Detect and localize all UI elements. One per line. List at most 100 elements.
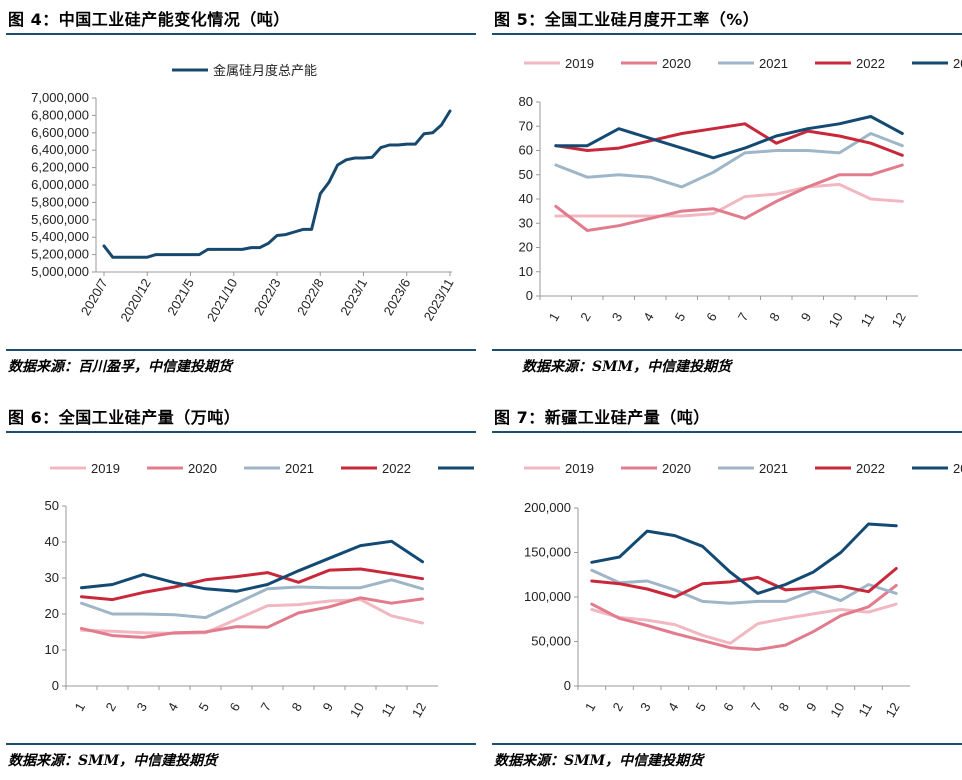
x-tick-label: 7 (735, 310, 752, 324)
series-line-2019 (590, 602, 898, 645)
figure-title: 图 4：中国工业硅产能变化情况（吨） (8, 10, 290, 29)
x-tick-label: 9 (798, 310, 815, 324)
x-tick-label: 10 (347, 700, 367, 720)
figure-title: 图 5：全国工业硅月度开工率（%） (494, 10, 760, 29)
x-tick-label: 11 (855, 700, 875, 719)
y-tick-label: 20 (45, 606, 59, 621)
x-tick-label: 9 (803, 700, 820, 714)
capacity-chart: 5,000,000 5,200,000 5,400,000 5,600,000 5,80… (31, 63, 457, 324)
y-tick-label: 50 (45, 498, 59, 513)
y-tick-label: 5,000,000 (31, 264, 89, 279)
x-tick-label: 2021/5 (164, 276, 197, 318)
legend-label: 2022 (382, 461, 411, 476)
series-line-2020 (554, 163, 904, 232)
y-tick-label: 6,000,000 (31, 177, 89, 192)
source-note: 数据来源：百川盈孚，中信建投期货 (8, 359, 232, 375)
series-line-2021 (590, 568, 898, 605)
title-rule (6, 431, 476, 433)
y-tick-label: 10 (519, 264, 533, 279)
y-tick-label: 5,800,000 (31, 194, 89, 209)
y-tick-label: 20 (519, 240, 533, 255)
x-tick-label: 2 (102, 700, 119, 714)
x-tick-label: 4 (665, 700, 682, 714)
x-tick-label: 1 (71, 700, 88, 714)
x-tick-label: 10 (827, 700, 847, 720)
series-line-2021 (554, 132, 904, 189)
x-tick-label: 6 (703, 310, 720, 324)
series-line-2020 (590, 583, 898, 651)
y-tick-label: 70 (519, 118, 533, 133)
x-tick-label: 12 (889, 310, 909, 330)
y-tick-label: 200,000 (524, 500, 571, 515)
y-tick-label: 6,800,000 (31, 107, 89, 122)
x-tick-label: 2022/3 (251, 276, 284, 318)
series-line-2022 (554, 122, 904, 157)
x-tick-label: 5 (195, 700, 212, 714)
xinjiang-output-chart: 0 50,000 100,000 150,000 200,000 1 2 3 4 5 6 7 8 9 10 1… (524, 461, 962, 720)
x-tick-label: 3 (637, 700, 654, 714)
series-line-2021 (80, 578, 424, 620)
y-tick-label: 50,000 (531, 634, 571, 649)
legend-label: 2020 (188, 461, 217, 476)
x-tick-label: 8 (775, 700, 792, 714)
y-tick-label: 7,000,000 (31, 90, 89, 105)
y-tick-label: 0 (564, 678, 571, 693)
legend-label: 2023 (953, 461, 962, 476)
series-line-2022 (80, 567, 424, 602)
x-tick-label: 3 (609, 310, 626, 324)
legend-label: 2020 (662, 461, 691, 476)
y-tick-label: 40 (519, 191, 533, 206)
y-tick-label: 0 (52, 678, 59, 693)
x-tick-label: 4 (640, 310, 657, 324)
y-tick-label: 0 (526, 288, 533, 303)
y-tick-label: 60 (519, 143, 533, 158)
x-tick-label: 2023/11 (421, 276, 457, 323)
figure-title: 图 6：全国工业硅产量（万吨） (8, 408, 241, 427)
x-tick-label: 2 (577, 310, 594, 324)
source-rule (6, 743, 476, 745)
legend-label: 金属硅月度总产能 (213, 63, 317, 78)
legend-label: 2019 (565, 461, 594, 476)
y-tick-label: 150,000 (524, 545, 571, 560)
x-tick-label: 2023/1 (337, 276, 370, 318)
y-tick-label: 5,200,000 (31, 247, 89, 262)
y-tick-label: 40 (45, 534, 59, 549)
title-rule (6, 33, 476, 35)
legend-label: 2019 (91, 461, 120, 476)
x-tick-label: 10 (826, 310, 846, 330)
x-tick-label: 7 (748, 700, 765, 714)
x-tick-label: 11 (858, 310, 878, 329)
source-note: 数据来源：SMM，中信建投期货 (8, 753, 218, 769)
x-tick-label: 2022/8 (294, 276, 327, 318)
title-rule (492, 431, 962, 433)
y-tick-label: 5,600,000 (31, 212, 89, 227)
y-tick-label: 50 (519, 167, 533, 182)
x-tick-label: 5 (692, 700, 709, 714)
x-tick-label: 5 (672, 310, 689, 324)
legend-label: 2019 (565, 56, 594, 71)
x-tick-label: 11 (378, 700, 398, 719)
legend-label: 2021 (759, 56, 788, 71)
x-tick-label: 3 (133, 700, 150, 714)
x-tick-label: 4 (164, 700, 181, 714)
x-tick-label: 6 (226, 700, 243, 714)
x-tick-label: 12 (883, 700, 903, 720)
figure-title: 图 7：新疆工业硅产量（吨） (494, 408, 710, 427)
y-tick-label: 5,400,000 (31, 229, 89, 244)
legend-label: 2021 (285, 461, 314, 476)
series-line-2019 (80, 598, 424, 635)
x-tick-label: 6 (720, 700, 737, 714)
legend-label: 2023 (953, 56, 962, 71)
legend-label: 2022 (856, 461, 885, 476)
source-note: 数据来源：SMM，中信建投期货 (522, 359, 732, 375)
y-tick-label: 10 (45, 642, 59, 657)
title-rule (492, 33, 962, 35)
series-line-2019 (554, 182, 904, 218)
x-tick-label: 9 (319, 700, 336, 714)
series-line-2023 (590, 522, 898, 595)
legend-label: 2020 (662, 56, 691, 71)
y-tick-label: 100,000 (524, 589, 571, 604)
x-tick-label: 2 (609, 700, 626, 714)
